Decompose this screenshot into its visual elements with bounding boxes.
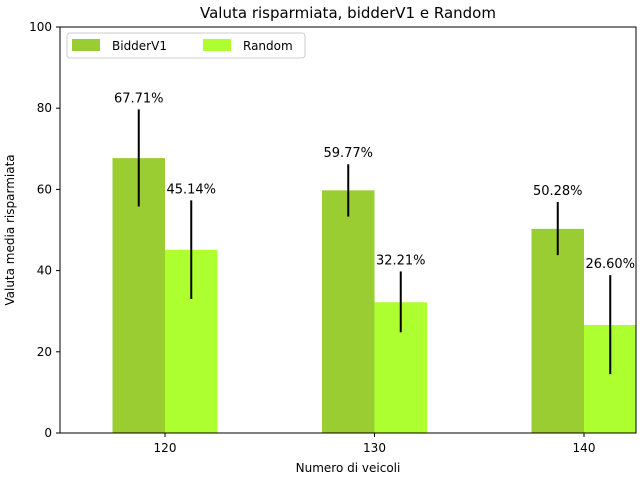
value-label: 67.71% [114, 91, 164, 106]
x-axis-label: Numero di veicoli [296, 461, 401, 475]
legend-label-bidderv1: BidderV1 [112, 39, 167, 53]
bar-bidderv1-140 [531, 228, 584, 433]
y-tick-label: 100 [29, 20, 52, 34]
x-tick-label: 120 [154, 441, 177, 455]
y-tick-label: 20 [37, 345, 52, 359]
y-tick-label: 40 [37, 264, 52, 278]
legend: BidderV1 Random [66, 32, 306, 59]
y-tick-label: 60 [37, 182, 52, 196]
x-tick-label: 130 [363, 441, 386, 455]
legend-swatch-random [203, 39, 231, 51]
legend-swatch-bidderv1 [72, 39, 100, 51]
chart-title: Valuta risparmiata, bidderV1 e Random [200, 4, 496, 22]
value-label: 26.60% [585, 257, 635, 272]
value-label: 45.14% [166, 182, 216, 197]
legend-box [66, 32, 306, 59]
value-label: 59.77% [323, 146, 373, 161]
legend-label-random: Random [243, 39, 293, 53]
y-tick-label: 80 [37, 101, 52, 115]
y-tick-label: 0 [44, 426, 52, 440]
y-axis-label: Valuta media risparmiata [3, 154, 17, 305]
bar-bidderv1-130 [322, 190, 375, 433]
plot-frame [59, 26, 637, 434]
x-tick-label: 140 [573, 441, 596, 455]
value-label: 50.28% [533, 184, 583, 199]
value-label: 32.21% [376, 253, 426, 268]
